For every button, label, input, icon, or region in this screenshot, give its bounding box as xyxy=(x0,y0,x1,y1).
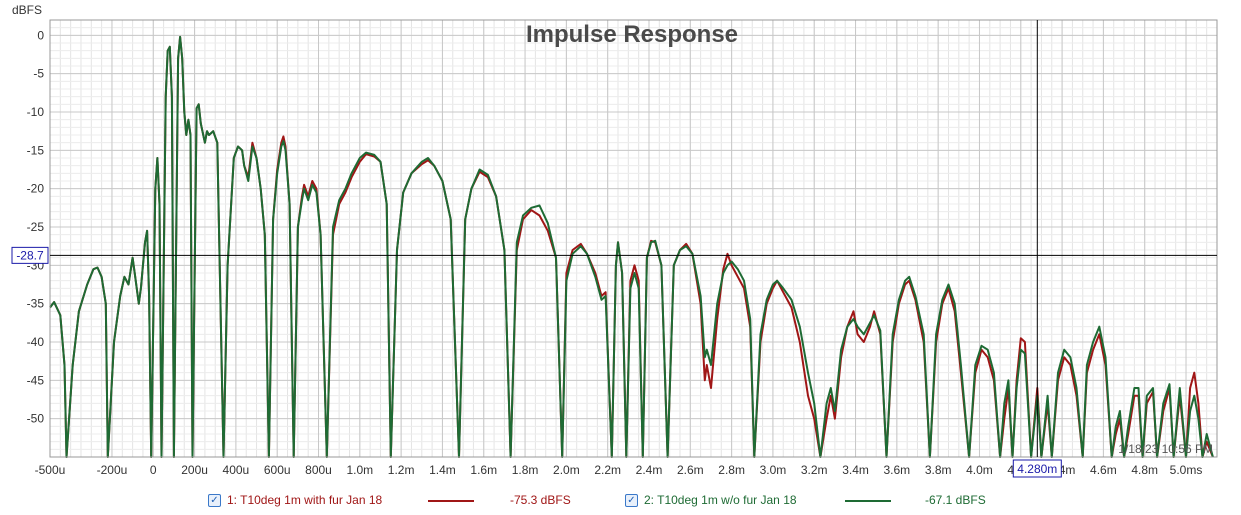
x-tick-label: 3.2m xyxy=(801,463,828,477)
x-tick-label: 600u xyxy=(264,463,291,477)
cursor-y-box xyxy=(11,246,49,264)
chart-title: Impulse Response xyxy=(526,21,738,48)
x-tick-label: 2.2m xyxy=(594,463,621,477)
x-tick-label: 1.6m xyxy=(470,463,497,477)
x-tick-label: 3.0m xyxy=(760,463,787,477)
cursor-x-value: 4.280m xyxy=(1017,462,1057,476)
y-tick-label: -25 xyxy=(27,220,45,234)
y-tick-label: -35 xyxy=(27,297,45,311)
y-tick-label: -20 xyxy=(27,182,45,196)
axis-ticks: -500u -200u 0 200u 400u 600u 800u 1.0m 1.2m 1.4m 1… xyxy=(27,28,1203,477)
x-tick-label: 1.4m xyxy=(429,463,456,477)
cursor-x-box xyxy=(1012,459,1062,478)
y-tick-label: -10 xyxy=(27,105,45,119)
x-tick-label: 4.6m xyxy=(1090,463,1117,477)
series-1-summary: -75.3 dBFS xyxy=(510,493,571,507)
x-tick-label: 5.0ms xyxy=(1170,463,1203,477)
x-tick-label: 200u xyxy=(181,463,208,477)
x-tick-label: 0 xyxy=(150,463,157,477)
legend-item-series-1[interactable]: ✓ 1: T10deg 1m with fur Jan 18 xyxy=(208,490,382,510)
y-tick-label: -50 xyxy=(27,412,45,426)
series-2-summary: -67.1 dBFS xyxy=(925,493,986,507)
series-2-checkbox[interactable]: ✓ xyxy=(625,493,638,507)
timestamp: 1/18/23 10:56 PM xyxy=(1118,442,1213,456)
x-tick-label: 4.0m xyxy=(966,463,993,477)
y-tick-label: -5 xyxy=(33,67,44,81)
series-1-name: 1: T10deg 1m with fur Jan 18 xyxy=(227,493,383,507)
impulse-response-chart: -500u -200u 0 200u 400u 600u 800u 1.0m 1.2m 1.4m 1… xyxy=(11,3,1218,478)
series-layer xyxy=(49,35,1214,458)
cursor-y-value: -28.7 xyxy=(16,248,44,262)
x-tick-label: 400u xyxy=(223,463,250,477)
x-tick-label: 3.6m xyxy=(884,463,911,477)
plot-frame xyxy=(49,19,1218,458)
x-tick-label: 2.0m xyxy=(553,463,580,477)
x-tick-label: -500u xyxy=(35,463,66,477)
y-tick-label: 0 xyxy=(37,28,44,42)
y-tick-label: -40 xyxy=(27,335,45,349)
series-1-swatch xyxy=(428,500,474,502)
cursor[interactable]: -28.7 4.280m xyxy=(11,20,1217,478)
x-tick-label: 3.4m xyxy=(842,463,869,477)
grid xyxy=(49,19,1218,458)
y-tick-label: -15 xyxy=(27,143,45,157)
series-2-swatch xyxy=(845,500,891,502)
y-tick-label: -45 xyxy=(27,373,45,387)
x-tick-label: 2.8m xyxy=(718,463,745,477)
x-tick-label: 1.8m xyxy=(512,463,539,477)
x-tick-label: 3.8m xyxy=(925,463,952,477)
x-tick-label: 4.8m xyxy=(1131,463,1158,477)
legend: ✓ 1: T10deg 1m with fur Jan 18 -75.3 dBF… xyxy=(0,490,1241,512)
series-line-2 xyxy=(49,35,1214,458)
series-1-checkbox[interactable]: ✓ xyxy=(208,493,221,507)
y-axis-unit-label: dBFS xyxy=(12,3,42,17)
x-tick-label: 800u xyxy=(305,463,332,477)
legend-item-series-2[interactable]: ✓ 2: T10deg 1m w/o fur Jan 18 xyxy=(625,490,797,510)
x-tick-label: -200u xyxy=(97,463,128,477)
x-tick-label: 1.0m xyxy=(346,463,373,477)
x-tick-label: 2.6m xyxy=(677,463,704,477)
x-tick-label: 2.4m xyxy=(636,463,663,477)
series-2-name: 2: T10deg 1m w/o fur Jan 18 xyxy=(644,493,797,507)
x-tick-label: 1.2m xyxy=(388,463,415,477)
